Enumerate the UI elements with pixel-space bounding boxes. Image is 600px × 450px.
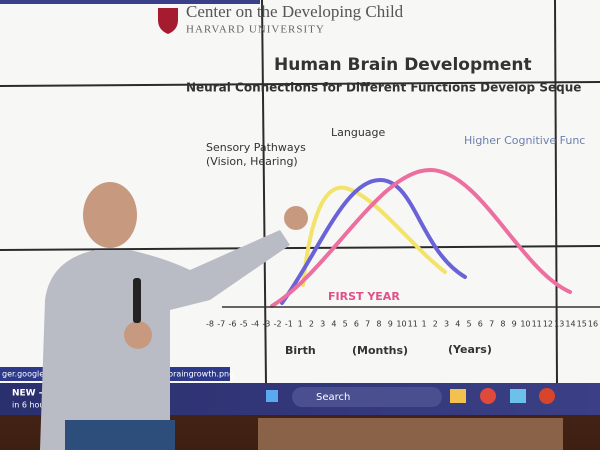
podium [258, 418, 563, 450]
url-text: ger.googleuser.con [2, 370, 78, 379]
axis-tick-label: 12 [543, 320, 553, 329]
axis-label: (Years) [448, 343, 492, 356]
axis-tick-label: -6 [229, 320, 237, 329]
photos-icon[interactable] [510, 389, 526, 403]
org-name: Center on the Developing Child [186, 2, 404, 21]
axis-tick-label: 8 [376, 320, 381, 329]
jeans [65, 420, 175, 450]
axis-tick-label: -7 [217, 320, 225, 329]
curve-label: Higher Cognitive Func [464, 134, 585, 147]
axis-label: (Months) [352, 344, 408, 357]
axis-tick-label: 7 [489, 320, 494, 329]
axis-tick-label: 1 [421, 320, 426, 329]
slide-title: Human Brain Development [274, 55, 532, 75]
curves [270, 167, 572, 308]
url-chip [166, 367, 230, 381]
slide-subtitle: Neural Connections for Different Functio… [186, 81, 581, 95]
axis-tick-label: 11 [408, 320, 418, 329]
start-button[interactable] [266, 390, 278, 402]
axis-tick-label: -3 [262, 320, 270, 329]
search-label: Search [316, 392, 350, 403]
top-strip [0, 0, 260, 4]
head [83, 182, 137, 248]
axis-tick-label: 15 [577, 320, 587, 329]
axis-tick-label: 3 [444, 320, 449, 329]
ppt-icon[interactable] [539, 388, 555, 404]
microphone [133, 278, 141, 323]
curve-label: Sensory Pathways (Vision, Hearing) [206, 141, 306, 168]
axis-tick-label: 9 [512, 320, 517, 329]
axis-tick-label: 4 [455, 320, 460, 329]
axis-tick-label: 13 [554, 320, 564, 329]
axis-tick-label: 8 [500, 320, 505, 329]
axis-label: Birth [285, 344, 316, 357]
hand [124, 321, 152, 349]
sweater [40, 230, 290, 450]
panel-seams [0, 0, 600, 386]
cognitive-curve [270, 167, 572, 308]
language-curve [280, 177, 467, 305]
axis-tick-label: 14 [565, 320, 575, 329]
university: HARVARD UNIVERSITY [186, 24, 325, 36]
url-text: braingrowth.png [168, 370, 234, 379]
search-box[interactable] [292, 387, 442, 407]
axis-tick-label: -2 [274, 320, 282, 329]
axis-tick-label: 4 [331, 320, 336, 329]
first-year: FIRST YEAR [328, 290, 400, 303]
axis-tick-label: 6 [478, 320, 483, 329]
hand [284, 206, 308, 230]
axis-tick-label: 2 [309, 320, 314, 329]
axis-tick-label: 5 [467, 320, 472, 329]
axis-tick-label: 10 [520, 320, 530, 329]
axis-tick-label: 5 [343, 320, 348, 329]
axis-tick-label: 7 [365, 320, 370, 329]
axis-tick-label: 10 [396, 320, 406, 329]
axis-tick-label: -1 [285, 320, 293, 329]
axis-tick-label: 3 [320, 320, 325, 329]
axis-tick-label: 11 [532, 320, 542, 329]
axis-tick-label: 9 [388, 320, 393, 329]
notice-time[interactable]: in 6 hours [12, 401, 52, 410]
harvard-shield [158, 8, 178, 34]
notice-title[interactable]: NEW - FUL [12, 389, 65, 399]
axis-tick-label: 16 [588, 320, 598, 329]
chrome-icon[interactable] [480, 388, 496, 404]
curve-label: Language [331, 126, 386, 139]
axis-tick-label: 2 [433, 320, 438, 329]
axis-tick-label: 6 [354, 320, 359, 329]
presenter [40, 182, 308, 450]
axis-tick-label: 1 [298, 320, 303, 329]
sensory-curve [301, 185, 447, 287]
axis-tick-label: -5 [240, 320, 248, 329]
axis-tick-label: -8 [206, 320, 214, 329]
folder-icon[interactable] [450, 389, 466, 403]
axis-tick-label: -4 [251, 320, 259, 329]
